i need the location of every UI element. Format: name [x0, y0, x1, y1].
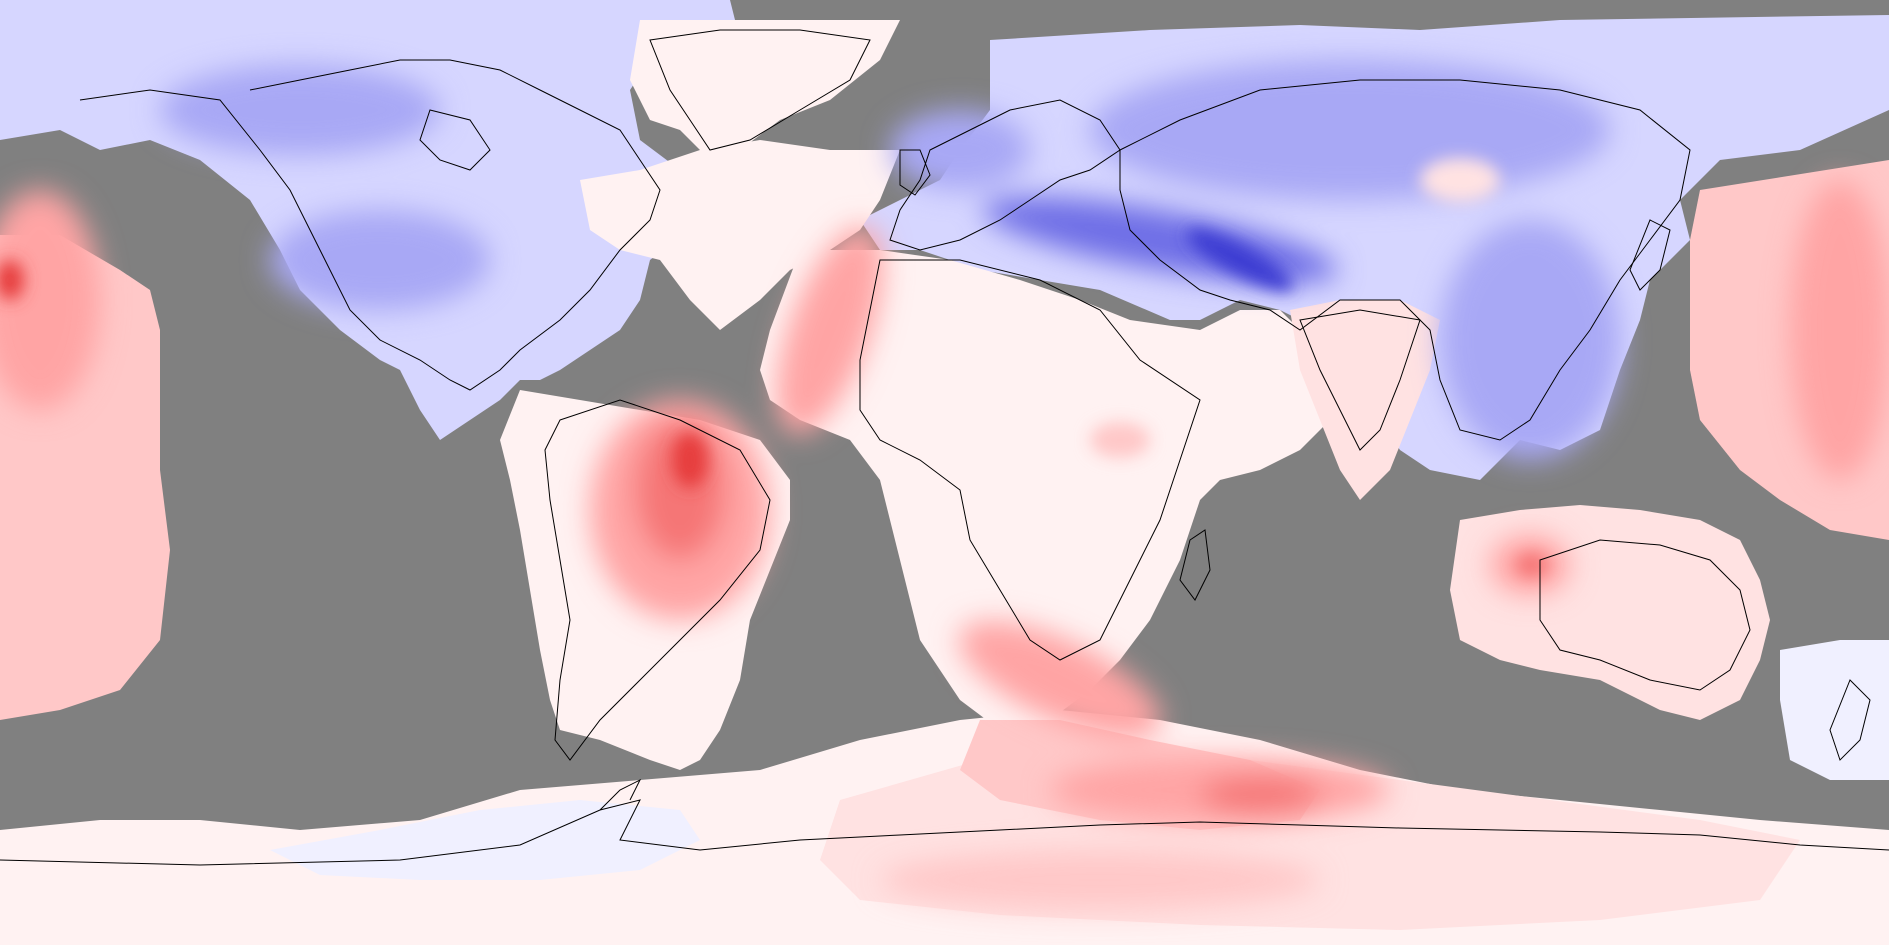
region-greenland — [630, 20, 900, 150]
coastline-antarctic-peninsula — [599, 778, 642, 811]
coastline-south-america — [544, 399, 771, 761]
coastlines — [0, 29, 1889, 866]
warm-peak-australia — [1516, 553, 1548, 577]
coastline-asia — [1119, 79, 1691, 441]
cold-core-se-asia — [1440, 220, 1620, 460]
warm-core-south-africa — [958, 621, 1162, 739]
coastline-north-america — [79, 59, 661, 391]
region-india — [1290, 300, 1440, 500]
coastline-new-zealand — [1829, 679, 1871, 761]
region-africa — [760, 250, 1330, 730]
cold-core-canada — [160, 65, 440, 155]
coastline-antarctica — [0, 799, 1889, 866]
coastline-uk — [899, 149, 931, 196]
region-north-atlantic — [580, 140, 900, 330]
coastline-greenland — [649, 29, 871, 151]
coastline-africa — [859, 259, 1201, 661]
region-antarctica-south-america-sector — [270, 800, 700, 880]
warm-spot-mongolia — [1420, 158, 1500, 202]
warm-core-antarctic-deep — [880, 850, 1320, 910]
coastline-australia — [1539, 539, 1751, 691]
warm-peak-pacific-west — [0, 260, 24, 300]
warm-peak-amazon — [672, 432, 708, 488]
warm-core-pacific-west — [0, 190, 100, 410]
coastline-madagascar — [1179, 529, 1211, 601]
cold-peak-himalaya — [1186, 228, 1294, 292]
intensity-layer — [0, 60, 1889, 910]
coastline-japan — [1629, 219, 1671, 291]
coastline-europe — [889, 99, 1121, 251]
cold-core-north-america — [270, 210, 490, 310]
cold-core-europe — [890, 110, 1030, 190]
warm-core-pacific-east — [1790, 180, 1889, 480]
warm-core-antarctic-inner — [1200, 777, 1320, 813]
coastline-india — [1299, 309, 1421, 451]
coastline-hudson-bay — [419, 109, 491, 171]
intensity-peaks — [0, 158, 1548, 577]
warm-core-west-africa — [776, 225, 884, 435]
warm-spot-east-africa — [1090, 422, 1150, 458]
region-new-zealand — [1780, 640, 1889, 780]
